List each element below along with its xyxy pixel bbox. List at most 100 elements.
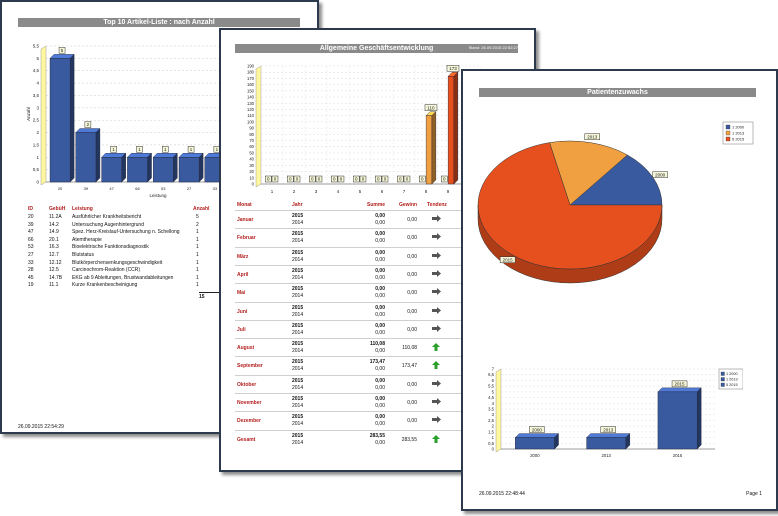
x-tick-label: 2015	[673, 453, 683, 458]
sum-previous: 0,00	[375, 256, 385, 263]
y-tick-label: 150	[247, 88, 255, 93]
y-tick-label: 5	[36, 56, 39, 61]
legend-swatch	[725, 130, 731, 136]
month-row: April 2015 2014 0,00 0,00 0,00	[235, 264, 527, 284]
sum-previous: 0,00	[375, 384, 385, 391]
axis-wall	[495, 368, 502, 453]
bar-value-label-box	[110, 146, 117, 153]
bar-value-label: 0	[443, 177, 446, 182]
sum-previous: 0,00	[375, 220, 385, 226]
year-current: 2015	[292, 213, 304, 219]
bar-value-label-box	[381, 175, 389, 183]
month-name: November	[237, 400, 262, 406]
x-tick-label: 39	[84, 186, 89, 191]
year-current: 2015	[292, 396, 304, 402]
pie-slice	[549, 140, 628, 206]
trend-right-icon	[432, 269, 441, 279]
gewinn-value: 283,55	[401, 436, 417, 443]
bar	[152, 157, 174, 183]
y-tick-label: 0	[36, 180, 39, 185]
sum-current: 0,00	[375, 286, 385, 293]
legend-swatch	[725, 136, 731, 142]
year-current: 2015	[292, 267, 304, 274]
trend-up-icon	[432, 343, 440, 353]
top10-cell-geb: 12.5	[49, 267, 59, 274]
y-tick-label: 4,5	[488, 395, 494, 400]
x-tick-label: 27	[187, 186, 192, 191]
x-tick-label: 47	[109, 186, 114, 191]
bar-value-label: 1	[112, 147, 115, 152]
bar-value-label-box	[293, 175, 301, 183]
pie-slice-label-box	[499, 256, 516, 263]
y-tick-label: 70	[249, 138, 254, 143]
sum-current: 0,00	[375, 377, 385, 384]
col-header-summe: Summe	[367, 202, 386, 208]
y-tick-label: 1,5	[488, 429, 494, 434]
year-current: 2015	[292, 341, 304, 348]
sum-current: 0,00	[375, 414, 385, 421]
year-current: 2015	[292, 249, 304, 256]
legend-label: 1 2013	[732, 131, 745, 136]
bar-value-label-box	[419, 175, 426, 183]
y-tick-label: 4	[492, 401, 495, 406]
y-tick-label: 2	[492, 424, 495, 429]
sum-previous: 0,00	[375, 293, 385, 300]
legend-label: 1 2000	[726, 372, 738, 376]
sum-current: 0,00	[375, 267, 385, 274]
bar-value-label: 110	[427, 105, 435, 110]
year-previous: 2014	[292, 384, 304, 391]
legend-label: 1 2013	[726, 378, 738, 382]
year-previous: 2014	[292, 256, 304, 263]
top10-cell-id: 27	[28, 252, 34, 258]
year-previous: 2014	[292, 274, 304, 281]
sum-previous: 0,00	[375, 238, 385, 245]
gewinn-value: 110,08	[402, 345, 417, 352]
top10-cell-id: 20	[28, 214, 34, 220]
sum-previous: 0,00	[375, 329, 385, 336]
x-tick-label: 20	[58, 186, 63, 191]
y-tick-label: 0,5	[488, 441, 494, 446]
top10-cell-leistung: Blutkörperchensenkungsgeschwindigkeit	[72, 259, 163, 266]
bar-side	[696, 387, 702, 450]
gewinn-value: 0,00	[407, 326, 417, 333]
trend-up-icon	[432, 434, 440, 445]
bar	[586, 437, 627, 450]
y-tick-label: 170	[247, 76, 255, 81]
y-tick-label: 2,5	[488, 418, 494, 423]
trend-right-icon	[432, 215, 441, 224]
trend-right-icon	[432, 398, 441, 407]
top10-cell-leistung: Atemtherapie	[72, 236, 102, 243]
top10-cell-geb: 14.7B	[49, 274, 63, 281]
bar-value-label-box	[58, 47, 66, 54]
y-tick-label: 190	[247, 64, 255, 69]
bar-value-label: 0	[318, 177, 321, 182]
top10-cell-id: 19	[28, 282, 34, 289]
y-tick-label: 5	[492, 389, 495, 394]
x-axis-label: Leistung	[149, 193, 167, 198]
y-tick-label: 50	[249, 150, 254, 155]
bar-value-label: 0	[267, 177, 270, 182]
y-tick-label: 80	[249, 132, 254, 137]
month-name: Januar	[237, 217, 254, 223]
sum-current: 0,00	[375, 304, 385, 311]
gewinn-value: 0,00	[407, 400, 417, 406]
top10-cell-anzahl: 1	[196, 244, 199, 251]
col-header-leistung: Leistung	[72, 206, 93, 212]
sum-current: 110,08	[369, 341, 385, 348]
top10-cell-anzahl: 1	[196, 236, 199, 243]
bar-value-label: 173	[449, 66, 457, 71]
top10-cell-anzahl: 1	[196, 274, 199, 281]
month-row: November 2015 2014 0,00 0,00 0,00	[235, 393, 527, 412]
business-bar-chart: 0102030405060708090100110120130140150160…	[247, 64, 482, 194]
month-row: Gesamt 2015 2014 283,55 0,00 283,55	[235, 429, 527, 449]
y-tick-label: 5,5	[488, 384, 494, 389]
sum-current: 0,00	[375, 396, 385, 402]
y-tick-label: 6,5	[488, 372, 494, 377]
y-tick-label: 120	[247, 107, 255, 112]
col-header-anzahl: Anzahl	[193, 206, 210, 212]
year-previous: 2014	[292, 220, 304, 226]
y-tick-label: 100	[247, 119, 255, 124]
month-name: April	[237, 271, 249, 278]
y-tick-label: 6	[492, 378, 495, 383]
gewinn-value: 0,00	[407, 253, 417, 260]
